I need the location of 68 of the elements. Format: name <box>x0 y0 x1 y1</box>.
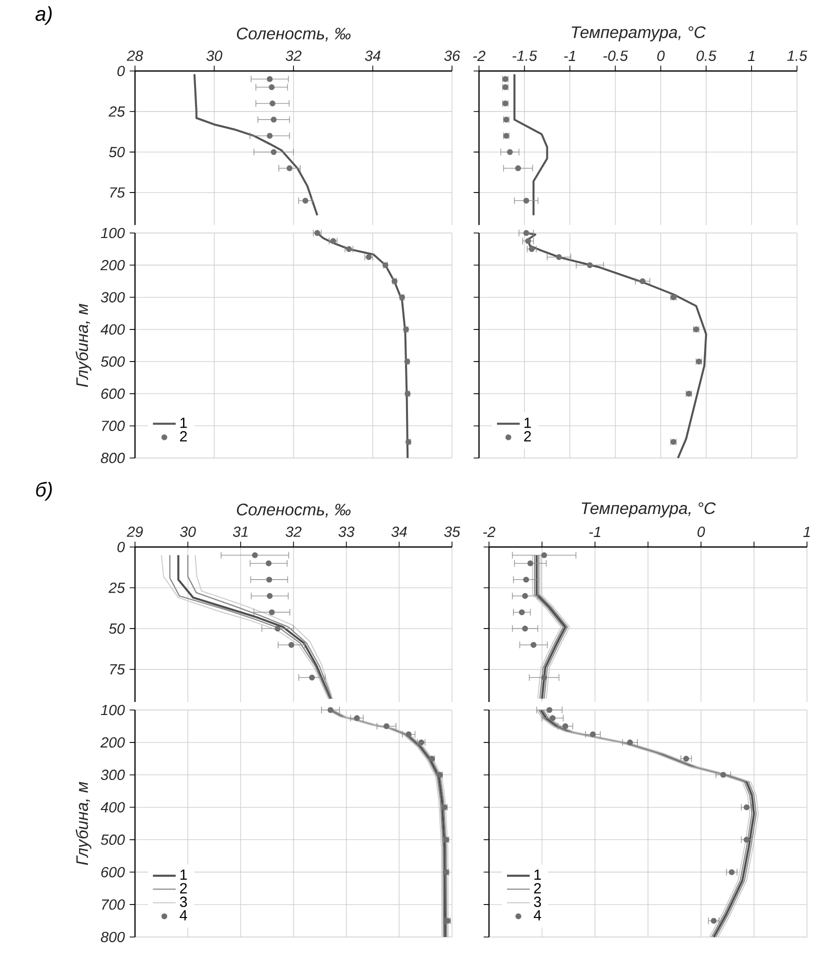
x-tick-label: 1 <box>803 526 810 537</box>
x-tick-label: -2 <box>483 526 496 537</box>
y-tick-label: 800 <box>100 452 125 464</box>
x-tick-label: 0 <box>698 526 705 537</box>
legend-label: 3 <box>534 896 541 908</box>
y-tick-label: 100 <box>100 228 125 238</box>
x-tick-label: 34 <box>391 526 407 537</box>
x-tick-label: 31 <box>232 526 248 537</box>
x-tick-label: -0.5 <box>603 50 628 61</box>
y-tick-label: 100 <box>100 704 125 716</box>
x-tick-label: 35 <box>444 526 460 537</box>
legend-label: 2 <box>534 883 541 894</box>
x-axis-title: Соленость, ‰ <box>236 28 351 42</box>
y-tick-label: 400 <box>100 802 125 812</box>
legend-label: 4 <box>180 910 188 920</box>
x-tick-label: -1 <box>589 526 600 537</box>
legend-label: 3 <box>180 896 187 908</box>
x-tick-label: 0 <box>657 50 665 61</box>
y-tick-label: 700 <box>102 420 125 432</box>
legend-label: 2 <box>180 883 187 894</box>
y-tick-label: 25 <box>108 582 125 593</box>
y-axis-title: Глубина, м <box>76 782 92 865</box>
y-axis-title: Глубина, м <box>76 304 92 387</box>
legend-label: 4 <box>534 910 542 920</box>
legend-label: 1 <box>534 870 541 880</box>
y-tick-label: 300 <box>100 770 125 780</box>
x-tick-label: -2 <box>473 50 486 61</box>
x-tick-label: 32 <box>286 526 302 537</box>
x-axis-title: Температура, °C <box>582 502 716 518</box>
x-tick-label: 34 <box>364 50 380 61</box>
y-tick-label: 0 <box>117 66 125 76</box>
y-tick-label: 500 <box>100 356 125 367</box>
x-tick-label: 1.5 <box>787 50 808 61</box>
y-tick-label: 50 <box>108 623 125 634</box>
y-tick-label: 300 <box>100 292 125 302</box>
x-tick-label: 0.5 <box>696 50 716 61</box>
y-tick-label: 500 <box>100 834 125 845</box>
text: б) <box>36 482 52 501</box>
x-tick-label: 32 <box>286 50 302 61</box>
legend-label: 1 <box>180 870 187 880</box>
legend-label: 1 <box>180 418 187 428</box>
y-tick-label: 200 <box>100 260 125 270</box>
x-tick-label: -1.5 <box>512 50 538 61</box>
y-tick-label: 200 <box>100 737 125 748</box>
x-tick-label: 36 <box>444 50 460 61</box>
x-tick-label: 28 <box>126 50 144 61</box>
y-tick-label: 700 <box>102 899 125 910</box>
x-tick-label: -1 <box>564 50 576 61</box>
legend-label: 1 <box>524 418 531 428</box>
x-axis-title: Температура, °C <box>572 26 706 42</box>
legend-label: 2 <box>524 431 531 442</box>
x-tick-label: 29 <box>126 526 143 537</box>
y-tick-label: 400 <box>100 324 125 335</box>
y-tick-label: 75 <box>110 187 125 198</box>
legend-label: 2 <box>180 431 187 442</box>
x-axis-title: Соленость, ‰ <box>236 504 351 518</box>
x-tick-label: 30 <box>206 50 222 61</box>
text: а) <box>36 6 52 25</box>
y-tick-label: 0 <box>117 542 125 552</box>
y-tick-label: 25 <box>108 106 125 117</box>
y-tick-label: 800 <box>100 932 125 942</box>
y-tick-label: 75 <box>110 664 125 674</box>
y-tick-label: 600 <box>101 388 125 399</box>
y-tick-label: 600 <box>101 866 125 878</box>
x-tick-label: 30 <box>180 526 196 537</box>
x-tick-label: 1 <box>748 50 754 61</box>
x-tick-label: 33 <box>338 526 354 537</box>
y-tick-label: 50 <box>108 146 125 158</box>
